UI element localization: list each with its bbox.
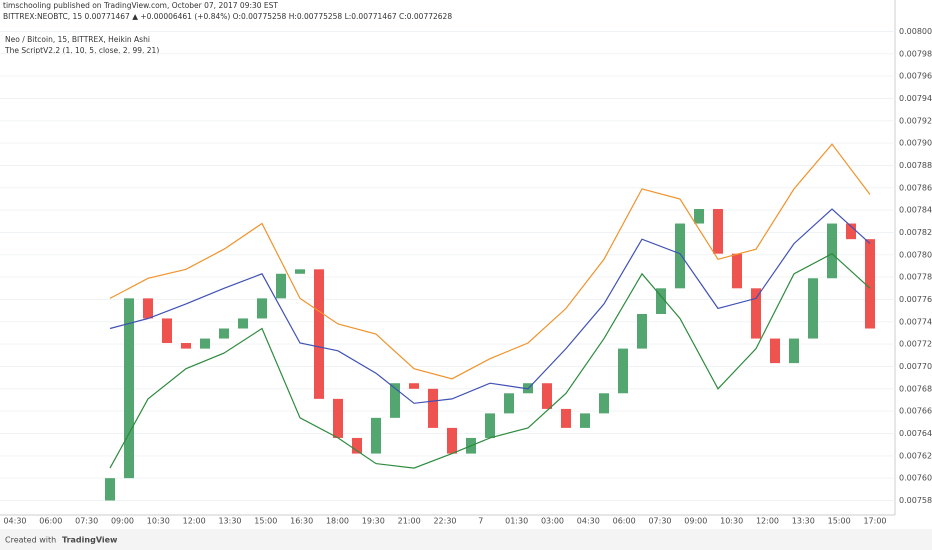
candle: [675, 223, 685, 289]
x-tick-label: 07:30: [648, 517, 671, 526]
candle: [371, 417, 381, 454]
x-tick-label: 06:00: [613, 517, 636, 526]
candle: [257, 298, 267, 319]
candle: [409, 383, 419, 389]
y-tick-label: 0.00770000: [899, 362, 932, 371]
candle: [827, 223, 837, 279]
candle: [846, 223, 856, 240]
candle: [162, 318, 172, 344]
x-tick-label: 13:30: [792, 517, 815, 526]
x-tick-label: 10:30: [147, 517, 170, 526]
candle: [599, 393, 609, 414]
pane-title: Neo / Bitcoin, 15, BITTREX, Heikin Ashi: [5, 35, 150, 44]
x-tick-label: 01:30: [505, 517, 528, 526]
y-tick-label: 0.00788000: [899, 161, 932, 170]
symbol-line: BITTREX:NEOBTC, 15 0.00771467 ▲ +0.00006…: [3, 12, 452, 21]
x-tick-label: 06:00: [39, 517, 62, 526]
y-tick-label: 0.00786000: [899, 183, 932, 192]
footer: [0, 529, 932, 550]
y-tick-label: 0.00792000: [899, 116, 932, 125]
x-tick-label: 19:30: [362, 517, 385, 526]
candle: [865, 239, 875, 329]
candle: [447, 427, 457, 454]
candle: [561, 408, 571, 428]
candle: [732, 253, 742, 289]
x-tick-label: 04:30: [577, 517, 600, 526]
y-tick-label: 0.00758000: [899, 496, 932, 505]
y-tick-label: 0.00762000: [899, 451, 932, 460]
x-tick-label: 18:00: [326, 517, 349, 526]
candle: [656, 288, 666, 314]
candle: [352, 437, 362, 454]
candle: [694, 209, 704, 224]
band-line: [109, 143, 871, 380]
y-tick-label: 0.00760000: [899, 474, 932, 483]
candle: [124, 298, 134, 479]
x-tick-label: 07:30: [75, 517, 98, 526]
band-line: [109, 208, 871, 404]
candle: [580, 413, 590, 428]
candle: [485, 413, 495, 438]
candle: [390, 383, 400, 418]
candle: [143, 298, 153, 319]
x-tick-label: 21:00: [398, 517, 421, 526]
candle: [770, 338, 780, 364]
y-tick-label: 0.00798000: [899, 49, 932, 58]
x-tick-label: 09:00: [684, 517, 707, 526]
band-line: [109, 252, 871, 469]
footer-created: Created with: [5, 536, 56, 545]
candle: [789, 338, 799, 364]
x-tick-label: 15:00: [254, 517, 277, 526]
y-tick-label: 0.00774000: [899, 317, 932, 326]
y-tick-label: 0.00772000: [899, 340, 932, 349]
candle: [751, 288, 761, 339]
y-tick-label: 0.00784000: [899, 206, 932, 215]
x-tick-label: 13:30: [218, 517, 241, 526]
candle: [238, 318, 248, 329]
y-tick-label: 0.00778000: [899, 273, 932, 282]
candle: [295, 269, 305, 274]
x-tick-label: 04:30: [3, 517, 26, 526]
candle: [333, 398, 343, 438]
y-tick-label: 0.00790000: [899, 139, 932, 148]
y-tick-label: 0.00794000: [899, 94, 932, 103]
candle: [105, 478, 115, 501]
x-tick-label: 10:30: [720, 517, 743, 526]
candle: [276, 273, 286, 299]
y-tick-label: 0.00782000: [899, 228, 932, 237]
candle: [219, 328, 229, 339]
published-line: timschooling published on TradingView.co…: [3, 1, 278, 10]
y-tick-label: 0.00764000: [899, 429, 932, 438]
x-tick-label: 7: [478, 517, 483, 526]
candle: [200, 338, 210, 349]
x-tick-label: 15:00: [828, 517, 851, 526]
candle: [618, 348, 628, 394]
y-tick-label: 0.00796000: [899, 72, 932, 81]
y-tick-label: 0.00768000: [899, 384, 932, 393]
candle: [181, 343, 191, 349]
candle: [713, 209, 723, 254]
candle: [428, 388, 438, 428]
footer-brand: TradingView: [62, 536, 118, 545]
script-title: The ScriptV2.2 (1, 10, 5, close, 2, 99, …: [4, 46, 159, 55]
y-tick-label: 0.00766000: [899, 407, 932, 416]
candle: [504, 393, 514, 414]
x-tick-label: 12:00: [756, 517, 779, 526]
x-tick-label: 17:00: [863, 517, 886, 526]
candle: [542, 383, 552, 409]
y-tick-label: 0.00776000: [899, 295, 932, 304]
x-tick-label: 12:00: [183, 517, 206, 526]
x-tick-label: 03:00: [541, 517, 564, 526]
y-tick-label: 0.00780000: [899, 250, 932, 259]
x-tick-label: 09:00: [111, 517, 134, 526]
candle: [314, 269, 324, 399]
candle: [637, 313, 647, 349]
y-tick-label: 0.00800000: [899, 27, 932, 36]
x-tick-label: 16:30: [290, 517, 313, 526]
candle: [808, 278, 818, 339]
x-tick-label: 22:30: [433, 517, 456, 526]
